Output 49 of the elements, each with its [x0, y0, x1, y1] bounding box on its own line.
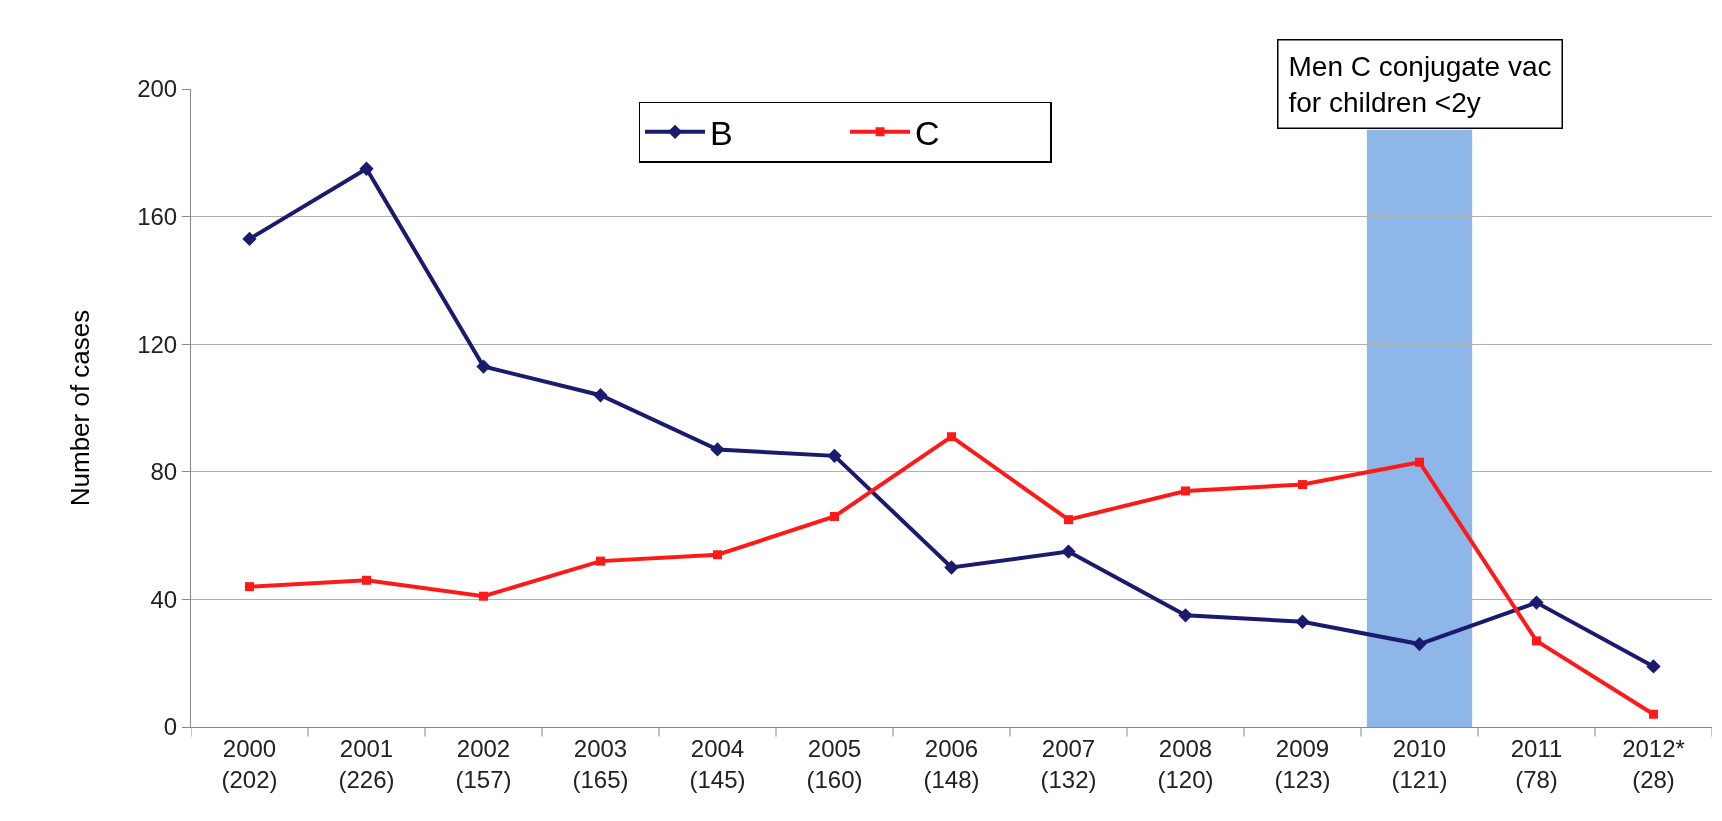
y-tick-label: 200 — [137, 75, 178, 103]
legend-label: C — [915, 114, 940, 153]
x-tick-label: 2010 (121) — [1391, 734, 1448, 793]
point — [593, 388, 608, 403]
point — [362, 575, 371, 585]
point — [359, 161, 374, 176]
x-tick-label: 2003 (165) — [572, 734, 629, 793]
point — [827, 448, 842, 463]
point — [1532, 636, 1541, 646]
x-tick-label: 2009 (123) — [1274, 734, 1331, 793]
point — [476, 359, 491, 374]
point — [830, 511, 839, 521]
legend-label: B — [710, 114, 733, 153]
y-tick-label: 40 — [150, 585, 178, 613]
x-tick-label: 2011 (78) — [1510, 734, 1563, 793]
x-tick-label: 2002 (157) — [455, 734, 512, 793]
point — [245, 582, 254, 592]
point — [1298, 480, 1307, 490]
x-tick-label: 2004 (145) — [689, 734, 746, 793]
point — [596, 556, 605, 566]
point — [713, 550, 722, 560]
point — [1061, 544, 1076, 559]
point — [1064, 515, 1073, 525]
x-tick-label: 2005 (160) — [806, 734, 863, 793]
y-tick-label: 120 — [137, 330, 178, 358]
point — [1181, 486, 1190, 496]
x-tick-label: 2006 (148) — [923, 734, 980, 793]
point — [1529, 595, 1544, 610]
x-tick-label: 2001 (226) — [338, 734, 395, 793]
point — [947, 432, 956, 442]
x-tick-label: 2012* (28) — [1622, 734, 1685, 793]
x-tick-label: 2008 (120) — [1157, 734, 1214, 793]
point — [1415, 457, 1424, 467]
point — [944, 560, 959, 575]
x-tick-label: 2007 (132) — [1040, 734, 1097, 793]
point — [1295, 614, 1310, 629]
point — [710, 442, 725, 457]
point — [479, 591, 488, 601]
band-label: Men C conjugate vac for children <2y — [1288, 50, 1552, 118]
point — [1649, 709, 1658, 719]
point — [242, 231, 257, 247]
point — [1412, 636, 1427, 652]
y-tick-label: 80 — [150, 458, 178, 486]
y-tick-label: 160 — [137, 203, 178, 230]
y-tick-label: 0 — [163, 713, 178, 741]
point — [1178, 608, 1193, 623]
x-tick-label: 2000 (202) — [221, 734, 278, 793]
point — [1646, 659, 1661, 674]
y-axis-title: Number of cases — [64, 309, 95, 507]
